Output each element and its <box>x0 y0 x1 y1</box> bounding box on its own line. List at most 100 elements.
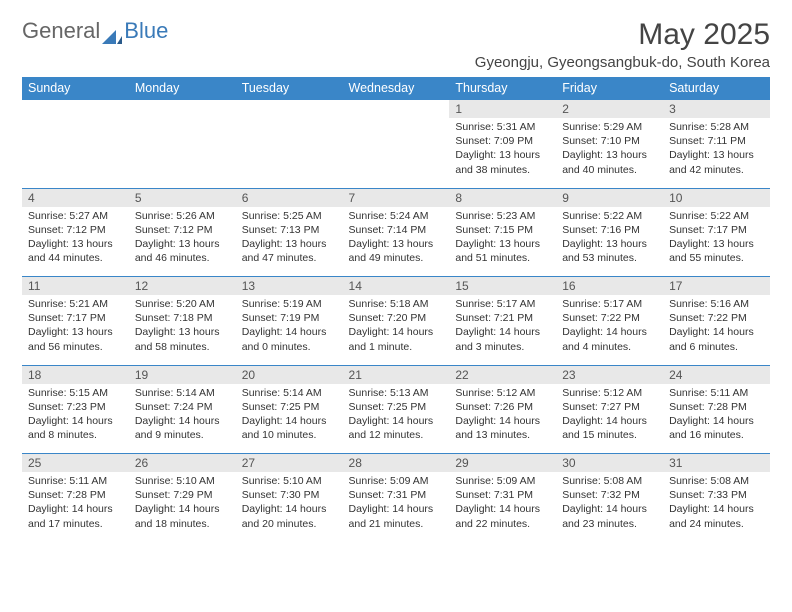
daylight-text: Daylight: 13 hours and 40 minutes. <box>562 149 647 175</box>
day-number-row: 11121314151617 <box>22 277 770 296</box>
day-details: Sunrise: 5:24 AMSunset: 7:14 PMDaylight:… <box>343 207 450 270</box>
day-details: Sunrise: 5:29 AM Sunset: 7:10 PM Daylight:… <box>556 118 663 181</box>
daylight-text: Daylight: 14 hours and 24 minutes. <box>669 503 754 529</box>
title-block: May 2025 Gyeongju, Gyeongsangbuk-do, Sou… <box>475 18 770 71</box>
sunrise-text: Sunrise: 5:14 AM <box>242 387 322 399</box>
daylight-text: Daylight: 14 hours and 0 minutes. <box>242 326 327 352</box>
day-content-row: Sunrise: 5:31 AMSunset: 7:09 PMDaylight:… <box>22 118 770 188</box>
sunrise-text: Sunrise: 5:08 AM <box>669 475 749 487</box>
sunrise-text: Sunrise: 5:15 AM <box>28 387 108 399</box>
day-number-row: 123 <box>22 100 770 119</box>
day-details: Sunrise: 5:09 AMSunset: 7:31 PMDaylight:… <box>449 472 556 535</box>
day-number <box>129 100 236 118</box>
day-number: 17 <box>663 277 770 295</box>
sunset-text: Sunset: 7:22 PM <box>669 312 747 324</box>
day-content-row: Sunrise: 5:11 AM Sunset: 7:28 PM Daylight:… <box>22 472 770 542</box>
day-details: Sunrise: 5:20 AMSunset: 7:18 PMDaylight:… <box>129 295 236 358</box>
day-details: Sunrise: 5:16 AM Sunset: 7:22 PM Daylight:… <box>663 295 770 358</box>
day-details: Sunrise: 5:18 AMSunset: 7:20 PMDaylight:… <box>343 295 450 358</box>
day-number: 30 <box>556 454 663 472</box>
sunrise-text: Sunrise: 5:16 AM <box>669 298 749 310</box>
month-title: May 2025 <box>475 18 770 52</box>
day-details <box>343 118 450 124</box>
day-number: 31 <box>663 454 770 472</box>
day-details: Sunrise: 5:17 AMSunset: 7:22 PMDaylight:… <box>556 295 663 358</box>
day-details: Sunrise: 5:28 AMSunset: 7:11 PMDaylight:… <box>663 118 770 181</box>
weekday-header: Tuesday <box>236 77 343 100</box>
day-content-row: Sunrise: 5:21 AM Sunset: 7:17 PM Daylight:… <box>22 295 770 365</box>
sunset-text: Sunset: 7:30 PM <box>242 489 320 501</box>
daylight-text: Daylight: 14 hours and 22 minutes. <box>455 503 540 529</box>
sunrise-text: Sunrise: 5:14 AM <box>135 387 215 399</box>
day-details: Sunrise: 5:08 AMSunset: 7:33 PMDaylight:… <box>663 472 770 535</box>
day-number-row: 18192021222324 <box>22 365 770 384</box>
sunrise-text: Sunrise: 5:31 AM <box>455 121 535 133</box>
day-details <box>22 118 129 124</box>
day-details: Sunrise: 5:21 AMSunset: 7:17 PMDaylight:… <box>22 295 129 358</box>
day-number: 23 <box>556 366 663 384</box>
sunrise-text: Sunrise: 5:19 AM <box>242 298 322 310</box>
daylight-text: Daylight: 14 hours and 6 minutes. <box>669 326 754 352</box>
sunset-text: Sunset: 7:20 PM <box>349 312 427 324</box>
day-number: 6 <box>236 189 343 207</box>
sunset-text: Sunset: 7:28 PM <box>28 489 106 501</box>
day-number: 15 <box>449 277 556 295</box>
day-number: 9 <box>556 189 663 207</box>
sunset-text: Sunset: 7:10 PM <box>562 135 640 147</box>
day-details: Sunrise: 5:11 AMSunset: 7:28 PMDaylight:… <box>663 384 770 447</box>
day-number: 3 <box>663 100 770 118</box>
day-details <box>129 118 236 124</box>
day-number <box>22 100 129 118</box>
day-content-row: Sunrise: 5:15 AM Sunset: 7:23 PM Daylight:… <box>22 384 770 454</box>
daylight-text: Daylight: 13 hours and 49 minutes. <box>349 238 434 264</box>
daylight-text: Daylight: 14 hours and 4 minutes. <box>562 326 647 352</box>
sunset-text: Sunset: 7:28 PM <box>669 401 747 413</box>
day-number: 16 <box>556 277 663 295</box>
sunrise-text: Sunrise: 5:12 AM <box>455 387 535 399</box>
daylight-text: Daylight: 14 hours and 16 minutes. <box>669 415 754 441</box>
weekday-header: Wednesday <box>343 77 450 100</box>
sunrise-text: Sunrise: 5:17 AM <box>455 298 535 310</box>
sunset-text: Sunset: 7:29 PM <box>135 489 213 501</box>
daylight-text: Daylight: 14 hours and 10 minutes. <box>242 415 327 441</box>
day-number: 29 <box>449 454 556 472</box>
sunset-text: Sunset: 7:26 PM <box>455 401 533 413</box>
day-number: 5 <box>129 189 236 207</box>
day-number: 10 <box>663 189 770 207</box>
sunrise-text: Sunrise: 5:23 AM <box>455 210 535 222</box>
sunrise-text: Sunrise: 5:22 AM <box>669 210 749 222</box>
day-details: Sunrise: 5:08 AMSunset: 7:32 PMDaylight:… <box>556 472 663 535</box>
daylight-text: Daylight: 14 hours and 12 minutes. <box>349 415 434 441</box>
day-number: 28 <box>343 454 450 472</box>
sunset-text: Sunset: 7:17 PM <box>28 312 106 324</box>
daylight-text: Daylight: 14 hours and 9 minutes. <box>135 415 220 441</box>
sunrise-text: Sunrise: 5:09 AM <box>349 475 429 487</box>
sunrise-text: Sunrise: 5:18 AM <box>349 298 429 310</box>
day-details: Sunrise: 5:14 AMSunset: 7:25 PMDaylight:… <box>236 384 343 447</box>
sunrise-text: Sunrise: 5:11 AM <box>28 475 107 487</box>
sunset-text: Sunset: 7:12 PM <box>28 224 106 236</box>
day-number: 24 <box>663 366 770 384</box>
day-number: 2 <box>556 100 663 118</box>
sunrise-text: Sunrise: 5:21 AM <box>28 298 108 310</box>
sunrise-text: Sunrise: 5:29 AM <box>562 121 642 133</box>
weekday-header: Friday <box>556 77 663 100</box>
day-content-row: Sunrise: 5:27 AMSunset: 7:12 PMDaylight:… <box>22 207 770 277</box>
day-details: Sunrise: 5:31 AMSunset: 7:09 PMDaylight:… <box>449 118 556 181</box>
daylight-text: Daylight: 14 hours and 8 minutes. <box>28 415 113 441</box>
day-number: 12 <box>129 277 236 295</box>
day-number: 14 <box>343 277 450 295</box>
sunset-text: Sunset: 7:23 PM <box>28 401 106 413</box>
day-number-row: 45678910 <box>22 188 770 207</box>
daylight-text: Daylight: 14 hours and 15 minutes. <box>562 415 647 441</box>
brand-sail-icon <box>102 24 122 38</box>
daylight-text: Daylight: 14 hours and 20 minutes. <box>242 503 327 529</box>
day-details <box>236 118 343 124</box>
day-details: Sunrise: 5:23 AMSunset: 7:15 PMDaylight:… <box>449 207 556 270</box>
brand-part2: Blue <box>124 18 168 44</box>
day-details: Sunrise: 5:19 AMSunset: 7:19 PMDaylight:… <box>236 295 343 358</box>
day-number: 22 <box>449 366 556 384</box>
weekday-header: Sunday <box>22 77 129 100</box>
day-number: 4 <box>22 189 129 207</box>
sunset-text: Sunset: 7:17 PM <box>669 224 747 236</box>
